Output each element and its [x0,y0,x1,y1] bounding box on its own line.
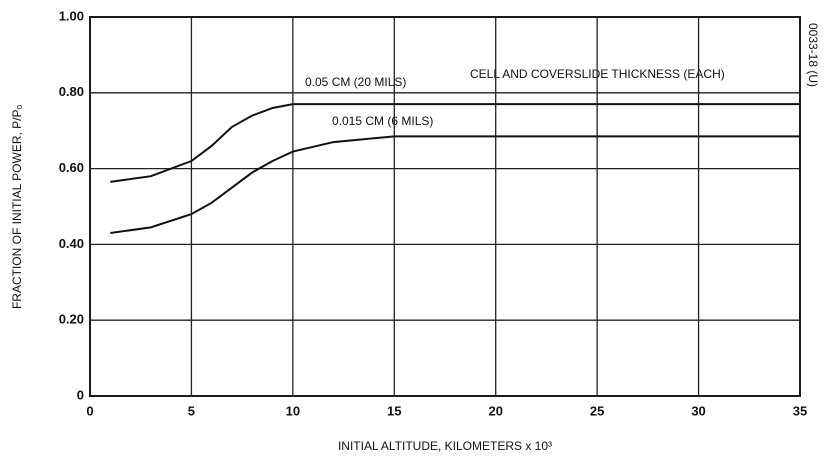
x-tick-label: 5 [188,403,195,418]
series-label: 0.015 CM (6 MILS) [332,114,433,128]
series-line [110,103,800,183]
y-tick-label: 0.40 [59,236,84,251]
y-tick-label: 0 [77,387,84,402]
x-tick-label: 15 [387,403,401,418]
y-tick-label: 1.00 [59,8,84,23]
x-axis-label: INITIAL ALTITUDE, KILOMETERS x 10³ [338,439,552,453]
x-tick-label: 35 [793,403,807,418]
x-tick-label: 20 [488,403,502,418]
y-tick-label: 0.20 [59,312,84,327]
series-label: 0.05 CM (20 MILS) [305,75,406,89]
y-tick-label: 0.60 [59,160,84,175]
x-tick-label: 10 [286,403,300,418]
x-tick-label: 0 [86,403,93,418]
x-tick-label: 30 [691,403,705,418]
x-tick-label: 25 [590,403,604,418]
y-tick-label: 0.80 [59,84,84,99]
series-line [110,135,800,235]
annotation: 0033-18 (U) [806,23,820,87]
y-axis-label: FRACTION OF INITIAL POWER, P/Pₒ [10,104,24,309]
